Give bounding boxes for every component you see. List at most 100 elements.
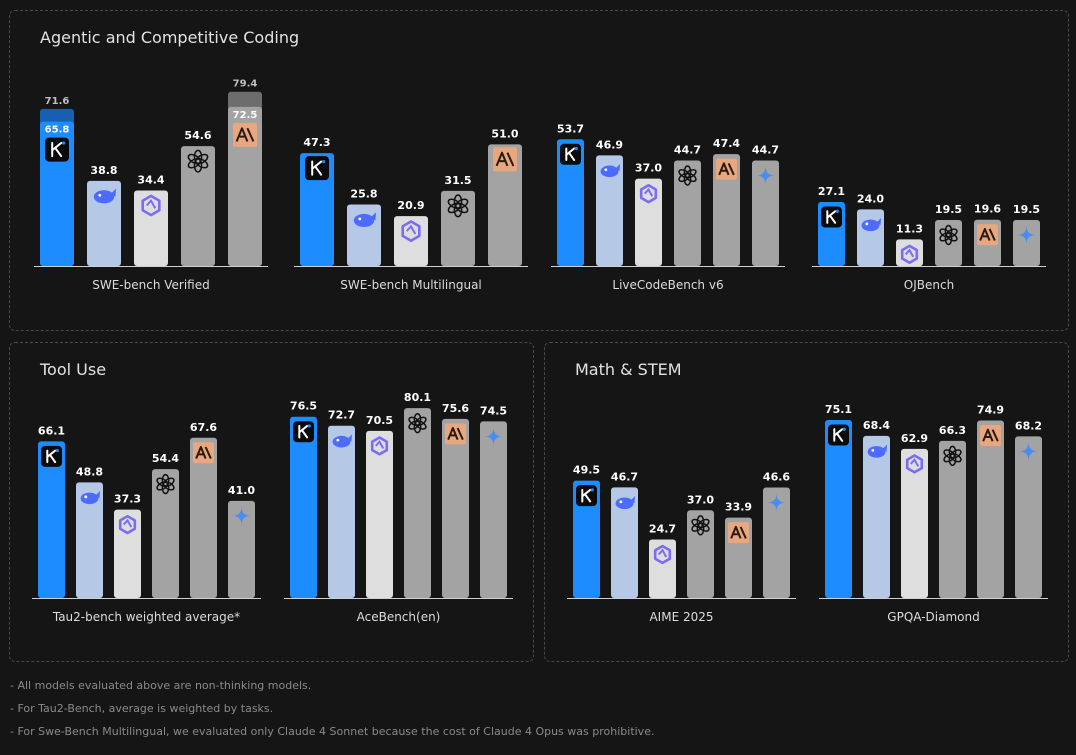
value-label: 47.3 xyxy=(303,136,330,149)
anthropic-logo-icon xyxy=(728,522,749,544)
deepseek-logo-icon xyxy=(332,434,352,448)
deepseek-logo-icon xyxy=(867,444,887,458)
bar-kimi xyxy=(290,416,317,598)
value-label: 68.4 xyxy=(863,419,890,432)
value-label: 31.5 xyxy=(444,174,471,187)
openai-logo-icon xyxy=(187,149,209,173)
bar-kimi xyxy=(300,153,334,266)
bar-deepseek xyxy=(611,487,638,598)
value-label: 75.6 xyxy=(442,402,469,415)
value-label: 37.0 xyxy=(687,493,714,506)
chart-1: SWE-bench Multilingual 47.3 25.8 20.9 31.5 51… xyxy=(294,127,528,292)
value-label: 27.1 xyxy=(818,185,845,198)
value-label: 25.8 xyxy=(350,187,377,200)
bar-anthropic xyxy=(190,437,217,598)
value-label: 75.1 xyxy=(825,403,852,416)
footnote: - For Tau2-Bench, average is weighted by… xyxy=(10,702,274,715)
value-label: 80.1 xyxy=(404,391,431,404)
value-label: 20.9 xyxy=(397,199,424,212)
openai-logo-icon xyxy=(408,412,427,434)
value-label: 44.7 xyxy=(752,144,779,157)
bar-qwen xyxy=(901,448,928,598)
bar-gemini xyxy=(763,487,790,598)
value-label: 46.6 xyxy=(763,471,790,484)
chart-7: GPQA-Diamond 75.1 68.4 62.9 66.3 74.9 68.2 xyxy=(819,403,1048,624)
chart-title: SWE-bench Verified xyxy=(92,278,210,292)
kimi-logo-icon xyxy=(821,206,842,228)
value-label: 54.6 xyxy=(184,129,211,142)
value-label: 51.0 xyxy=(491,127,518,140)
openai-logo-icon xyxy=(156,473,175,495)
qwen-logo-icon xyxy=(905,454,924,474)
anthropic-logo-icon xyxy=(193,442,214,464)
value-label: 49.5 xyxy=(573,464,600,477)
value-label: 66.1 xyxy=(38,424,65,437)
value-label: 37.3 xyxy=(114,493,141,506)
qwen-logo-icon xyxy=(653,544,672,565)
deepseek-logo-icon xyxy=(615,496,635,510)
value-label: 24.7 xyxy=(649,522,676,535)
qwen-logo-icon xyxy=(401,220,421,242)
gemini-logo-icon xyxy=(767,493,786,513)
value-label: 19.5 xyxy=(1013,203,1040,216)
gemini-logo-icon xyxy=(1019,441,1038,461)
qwen-logo-icon xyxy=(141,194,161,217)
deepseek-logo-icon xyxy=(353,212,376,228)
bar-gemini xyxy=(1015,436,1042,598)
panel-tool-use: Tool Use xyxy=(9,342,534,662)
kimi-logo-icon xyxy=(45,137,69,162)
chart-title: OJBench xyxy=(904,278,954,292)
value-label: 11.3 xyxy=(896,222,923,235)
value-label: 24.0 xyxy=(857,192,884,205)
value-label-extra: 71.6 xyxy=(45,96,70,107)
chart-title: SWE-bench Multilingual xyxy=(340,278,482,292)
value-label: 74.9 xyxy=(977,403,1004,416)
value-label: 34.4 xyxy=(137,173,164,186)
qwen-logo-icon xyxy=(900,244,919,265)
anthropic-logo-icon xyxy=(445,423,466,445)
anthropic-logo-icon xyxy=(233,122,257,147)
value-label: 62.9 xyxy=(901,432,928,445)
gemini-logo-icon xyxy=(1017,225,1036,245)
chart-0: SWE-bench Verified 71.6 65.8 38.8 34.4 54.6 79… xyxy=(34,79,268,292)
gemini-logo-icon xyxy=(756,166,775,185)
footnote: - All models evaluated above are non-thi… xyxy=(10,679,312,692)
bar-openai xyxy=(939,440,966,598)
bar-deepseek xyxy=(596,155,623,266)
kimi-logo-icon xyxy=(305,156,329,181)
bar-qwen xyxy=(635,178,662,266)
value-label: 72.7 xyxy=(328,409,355,422)
chart-3: OJBench 27.1 24.0 11.3 19.5 19.6 19.5 xyxy=(812,185,1046,292)
bar-deepseek xyxy=(76,482,103,598)
bar-openai xyxy=(441,190,475,266)
value-label: 66.3 xyxy=(939,424,966,437)
value-label: 67.6 xyxy=(190,421,217,434)
chart-title: GPQA-Diamond xyxy=(887,610,979,624)
deepseek-logo-icon xyxy=(861,218,881,232)
bar-anthropic xyxy=(713,154,740,266)
value-label: 41.0 xyxy=(228,484,255,497)
deepseek-logo-icon xyxy=(600,164,620,178)
value-label: 53.7 xyxy=(557,122,584,135)
panel-title: Tool Use xyxy=(40,360,107,379)
chart-5: AceBench(en) 76.5 72.7 70.5 80.1 75.6 74.5 xyxy=(284,391,513,624)
chart-2: LiveCodeBench v6 53.7 46.9 37.0 44.7 47.4 44.7 xyxy=(551,122,785,292)
openai-logo-icon xyxy=(447,194,469,218)
value-label: 68.2 xyxy=(1015,419,1042,432)
bar-gemini xyxy=(752,160,779,266)
value-label: 72.5 xyxy=(233,110,258,121)
openai-logo-icon xyxy=(691,515,710,536)
bar-qwen xyxy=(114,509,141,598)
bar-openai xyxy=(935,219,962,266)
kimi-logo-icon xyxy=(41,445,62,467)
value-label: 54.4 xyxy=(152,452,179,465)
chart-title: AIME 2025 xyxy=(649,610,713,624)
bar-openai xyxy=(181,146,215,266)
bar-kimi xyxy=(38,441,65,598)
bar-deepseek xyxy=(87,180,121,266)
value-label: 76.5 xyxy=(290,400,317,413)
deepseek-logo-icon xyxy=(93,188,116,204)
anthropic-logo-icon xyxy=(980,424,1001,446)
value-label: 70.5 xyxy=(366,414,393,427)
